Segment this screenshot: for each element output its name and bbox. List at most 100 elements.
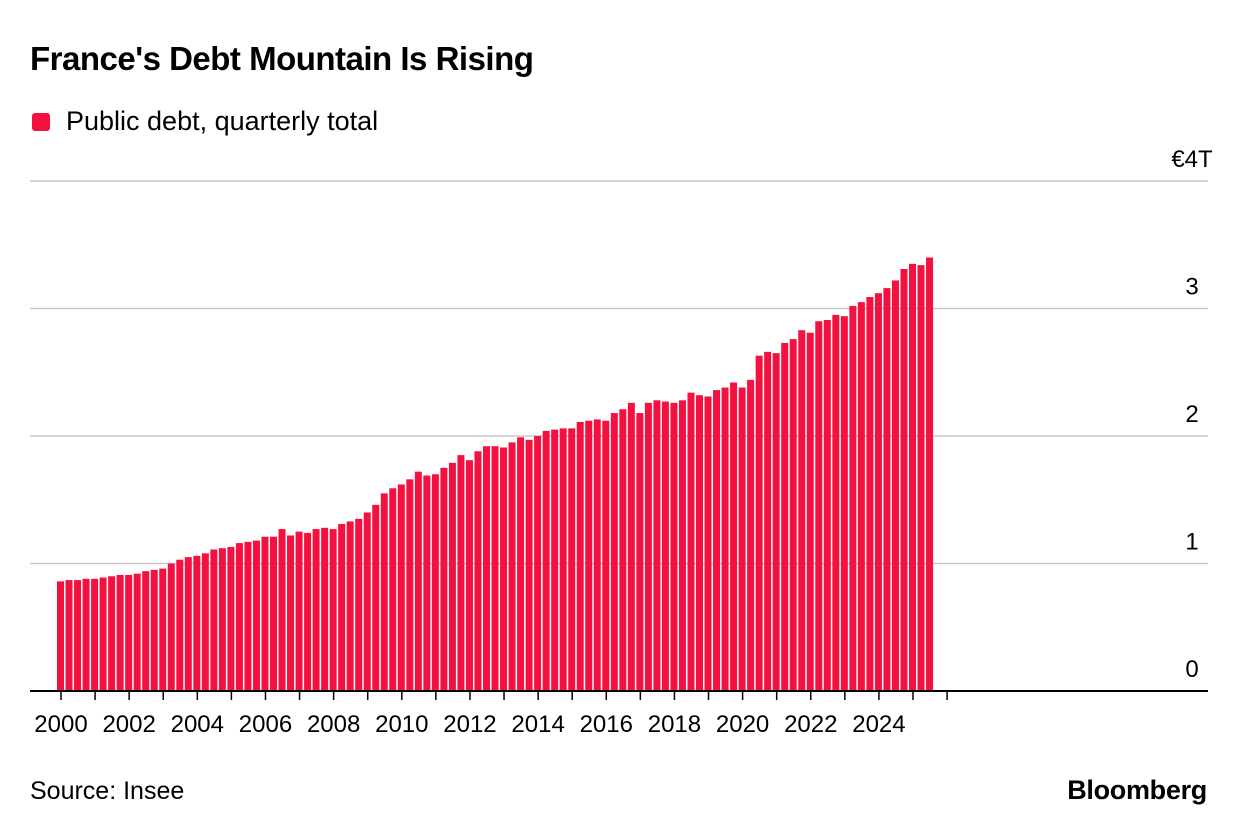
bar [91, 578, 99, 691]
bar [329, 529, 337, 691]
bar [517, 437, 525, 691]
source-note: Source: Insee [30, 777, 185, 805]
bloomberg-logo: Bloomberg [1067, 775, 1207, 805]
bar [380, 493, 388, 691]
bar [227, 546, 235, 691]
bar [551, 429, 559, 691]
x-tick-label: 2024 [852, 711, 905, 738]
bar [235, 543, 243, 691]
bar [508, 442, 516, 691]
x-tick-label: 2002 [102, 711, 155, 738]
y-axis-labels: €4T 3 2 1 0 [1171, 146, 1213, 683]
x-tick-label: 2000 [34, 711, 87, 738]
legend-swatch [32, 112, 50, 131]
bar [721, 387, 729, 691]
bar [389, 488, 397, 691]
bar [465, 460, 473, 691]
bar [295, 531, 303, 691]
bar [593, 419, 601, 691]
bar [602, 420, 610, 691]
bar [713, 390, 721, 691]
bar [278, 529, 286, 691]
bar [431, 474, 439, 691]
bar [823, 319, 831, 691]
bar [857, 302, 865, 691]
bar [559, 428, 567, 691]
bar [789, 339, 797, 691]
x-tick-label: 2014 [511, 711, 564, 738]
bar [133, 573, 141, 691]
bar [82, 578, 90, 691]
bar [304, 532, 312, 691]
legend-label: Public debt, quarterly total [66, 106, 379, 136]
chart-title: France's Debt Mountain Is Rising [30, 40, 534, 77]
bar [355, 518, 363, 691]
bar [576, 421, 584, 691]
x-tick-label: 2018 [648, 711, 701, 738]
bar [866, 297, 874, 691]
bar [261, 536, 269, 691]
bar [644, 402, 652, 691]
bar [338, 523, 346, 691]
bar [781, 342, 789, 691]
bar [287, 535, 295, 691]
x-tick-label: 2020 [716, 711, 769, 738]
gridlines [30, 180, 1208, 565]
y-tick-label: 0 [1185, 656, 1198, 683]
bar [883, 288, 891, 691]
bar [534, 436, 542, 691]
bar [747, 379, 755, 691]
bar [568, 428, 576, 691]
x-axis [30, 690, 1208, 700]
bar [474, 451, 482, 691]
x-tick-label: 2008 [307, 711, 360, 738]
bar [696, 395, 703, 691]
bar [414, 471, 422, 691]
bar [57, 581, 64, 691]
bar [184, 557, 192, 691]
bar [65, 580, 73, 691]
bar [150, 569, 158, 691]
bar [142, 571, 150, 691]
bar [926, 257, 934, 691]
bar [891, 280, 899, 691]
y-tick-label: 3 [1185, 274, 1198, 301]
bar [74, 580, 82, 691]
bar [457, 455, 465, 691]
bar [252, 540, 260, 691]
bar [653, 400, 661, 691]
bar [798, 330, 806, 691]
y-tick-label: 2 [1185, 401, 1198, 428]
bar [218, 548, 226, 691]
bar [917, 265, 925, 691]
bar [670, 402, 678, 691]
x-tick-label: 2010 [375, 711, 428, 738]
bar [619, 409, 627, 691]
bar [193, 555, 201, 691]
bar [772, 353, 780, 691]
bar [244, 541, 252, 691]
bar [610, 413, 618, 691]
bar [448, 462, 456, 691]
bar [755, 355, 763, 691]
bar [397, 484, 405, 691]
bar [99, 577, 107, 691]
bar [321, 527, 329, 691]
bar [636, 413, 644, 691]
bar [704, 396, 712, 691]
bar [542, 430, 550, 691]
bar [363, 512, 371, 691]
y-tick-label: €4T [1171, 146, 1213, 173]
bar [270, 536, 277, 691]
bar [406, 479, 414, 691]
bar [738, 387, 746, 691]
bar [176, 559, 184, 691]
bar [627, 402, 635, 691]
bar [491, 446, 499, 691]
bar [159, 568, 167, 691]
bar [832, 314, 840, 691]
bars [57, 257, 934, 691]
bar [440, 467, 448, 691]
